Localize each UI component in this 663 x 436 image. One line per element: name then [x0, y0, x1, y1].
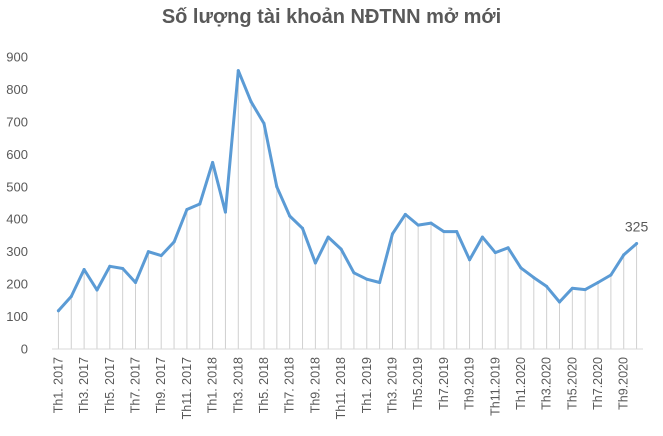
x-tick-label: Th9.2019	[463, 357, 477, 410]
data-point	[159, 254, 163, 258]
data-point	[185, 207, 189, 211]
data-point	[82, 268, 86, 272]
data-point	[583, 288, 587, 292]
x-tick-label: Th9.2020	[617, 357, 631, 410]
x-tick-label: Th9. 2017	[154, 357, 168, 413]
y-tick-label: 700	[6, 114, 28, 129]
x-tick-label: Th7.2019	[437, 357, 451, 410]
data-point	[198, 202, 202, 206]
data-point	[326, 235, 330, 239]
data-point	[609, 273, 613, 277]
data-point	[468, 258, 472, 262]
y-tick-label: 600	[6, 147, 28, 162]
y-tick-label: 900	[6, 50, 28, 65]
data-point	[275, 185, 279, 189]
data-point	[416, 223, 420, 227]
x-tick-label: Th3. 2018	[231, 357, 245, 413]
data-point	[429, 221, 433, 225]
y-tick-label: 500	[6, 179, 28, 194]
x-tick-label: Th5.2019	[411, 357, 425, 410]
data-point	[172, 240, 176, 244]
data-point	[223, 210, 227, 214]
x-tick-label: Th5. 2018	[257, 357, 271, 413]
data-point	[596, 280, 600, 284]
y-tick-label: 100	[6, 309, 28, 324]
x-tick-label: Th7. 2017	[129, 357, 143, 413]
data-point	[56, 309, 60, 313]
data-point	[236, 69, 240, 73]
data-point	[146, 250, 150, 254]
data-point	[108, 264, 112, 268]
data-point	[339, 247, 343, 251]
data-point	[352, 271, 356, 275]
data-point	[121, 267, 125, 271]
x-tick-label: Th5.2020	[565, 357, 579, 410]
data-point	[69, 294, 73, 298]
y-tick-label: 800	[6, 82, 28, 97]
x-tick-label: Th5. 2017	[103, 357, 117, 413]
x-tick-label: Th11. 2017	[180, 357, 194, 419]
data-point	[493, 251, 497, 255]
chart-title: Số lượng tài khoản NĐTNN mở mới	[161, 6, 502, 28]
data-point	[249, 100, 253, 104]
data-point	[455, 230, 459, 234]
y-tick-label: 300	[6, 244, 28, 259]
x-tick-label: Th1. 2019	[360, 357, 374, 413]
x-tick-label: Th3.2020	[540, 357, 554, 410]
data-point	[262, 122, 266, 126]
x-tick-label: Th3. 2019	[385, 357, 399, 413]
x-tick-label: Th11. 2018	[334, 357, 348, 419]
data-point	[635, 242, 639, 246]
x-tick-label: Th7.2020	[591, 357, 605, 410]
data-point	[313, 261, 317, 265]
data-point	[506, 246, 510, 250]
data-point	[211, 160, 215, 164]
data-point	[301, 226, 305, 230]
y-tick-label: 200	[6, 277, 28, 292]
data-point	[545, 284, 549, 288]
data-point	[403, 212, 407, 216]
x-tick-label: Th9. 2018	[308, 357, 322, 413]
x-tick-label: Th11.2019	[488, 357, 502, 416]
data-point	[288, 214, 292, 218]
data-point	[532, 276, 536, 280]
y-tick-label: 400	[6, 212, 28, 227]
data-point	[365, 277, 369, 281]
data-point	[390, 232, 394, 236]
data-point	[378, 280, 382, 284]
data-point	[557, 300, 561, 304]
data-point	[570, 286, 574, 290]
data-point	[442, 230, 446, 234]
data-label: 325	[625, 219, 649, 235]
series-line	[56, 69, 639, 313]
x-tick-label: Th1. 2018	[206, 357, 220, 413]
data-point	[95, 288, 99, 292]
x-tick-label: Th3. 2017	[77, 357, 91, 413]
x-tick-label: Th1. 2017	[51, 357, 65, 413]
data-point	[622, 253, 626, 257]
x-tick-label: Th7. 2018	[283, 357, 297, 413]
data-point	[480, 235, 484, 239]
data-point	[519, 266, 523, 270]
data-point	[134, 280, 138, 284]
y-tick-label: 0	[21, 342, 28, 357]
x-tick-label: Th1.2020	[514, 357, 528, 410]
